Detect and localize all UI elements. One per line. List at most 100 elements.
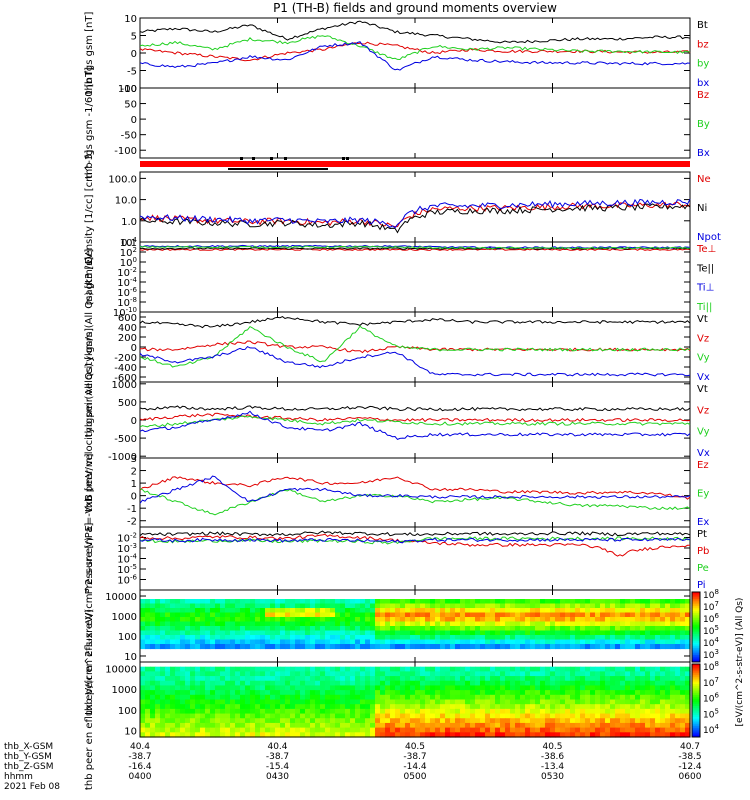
peir_velocity-ytick-label: 0 [131, 343, 137, 354]
peer_spectrogram-ytick-label: 1000 [112, 685, 137, 696]
peer_spectrogram-cell [335, 718, 341, 724]
peir_spectrogram-cell [500, 635, 506, 641]
peer_spectrogram-cell [320, 694, 326, 701]
peir_spectrogram-cell [680, 612, 686, 618]
peer_spectrogram-cell [140, 713, 146, 719]
peir_spectrogram-cell [275, 630, 281, 636]
peir_spectrogram-cell [595, 612, 601, 618]
peir_spectrogram-cell [565, 644, 571, 650]
peer_spectrogram-cell [520, 718, 526, 724]
peir_spectrogram-cell [150, 608, 156, 614]
ephemeris-cell: -13.4 [541, 762, 565, 772]
peir_spectrogram-cell [625, 612, 631, 618]
peer_spectrogram-cell [300, 727, 306, 733]
peir_spectrogram-cell [315, 612, 321, 618]
peir_spectrogram-cell [440, 639, 446, 645]
peer_spectrogram-cell [260, 699, 266, 705]
peir_spectrogram-cell [605, 644, 611, 650]
peer_spectrogram-cell [225, 732, 231, 738]
peer-colorbar-cell [692, 729, 700, 733]
peir_spectrogram-cell [545, 599, 551, 605]
peer_spectrogram-cell [605, 676, 611, 682]
peer_spectrogram-cell [685, 676, 691, 682]
peer_spectrogram-cell [300, 685, 306, 691]
peir_spectrogram-cell [505, 644, 511, 650]
peir_spectrogram-cell [590, 599, 596, 605]
peir_spectrogram-cell [670, 626, 676, 632]
peir_spectrogram-cell [175, 612, 181, 618]
peer_spectrogram-cell [605, 694, 611, 701]
peer_spectrogram-cell [515, 676, 521, 682]
peer_spectrogram-cell [350, 671, 356, 677]
peir_spectrogram-cell [165, 621, 171, 627]
peir_spectrogram-cell [350, 603, 356, 609]
peer_spectrogram-cell [530, 666, 536, 672]
peir_spectrogram-cell [650, 626, 656, 632]
peer_spectrogram-cell [495, 694, 501, 701]
peir_spectrogram-cell [545, 644, 551, 650]
peer_spectrogram-cell [335, 732, 341, 738]
peer_spectrogram-cell [260, 704, 266, 710]
peir_spectrogram-cell [225, 617, 231, 623]
peer_spectrogram-cell [265, 713, 271, 719]
peir_spectrogram-cell [620, 644, 626, 650]
peir_spectrogram-cell [415, 630, 421, 636]
peer_spectrogram-cell [435, 708, 441, 715]
peer_spectrogram-cell [655, 676, 661, 682]
peir_spectrogram-cell [470, 630, 476, 636]
peer_spectrogram-cell [410, 732, 416, 738]
peir_spectrogram-cell [145, 599, 151, 605]
peir_spectrogram-cell [620, 621, 626, 627]
peer_spectrogram-cell [225, 727, 231, 733]
peer_spectrogram-cell [550, 704, 556, 710]
peer_spectrogram-cell [675, 690, 681, 696]
peir_spectrogram-cell [145, 612, 151, 618]
peer_spectrogram-cell [470, 732, 476, 738]
peer_spectrogram-cell [205, 680, 211, 687]
peir_spectrogram-cell [195, 635, 201, 641]
peer_spectrogram-cell [670, 732, 676, 738]
peer_spectrogram-cell [595, 694, 601, 701]
peer_spectrogram-cell [665, 704, 671, 710]
peer_spectrogram-cell [645, 685, 651, 691]
peir_spectrogram-cell [350, 621, 356, 627]
peir_spectrogram-cell [445, 630, 451, 636]
peir_spectrogram-cell [480, 603, 486, 609]
peer_spectrogram-cell [675, 676, 681, 682]
peir_spectrogram-cell [195, 630, 201, 636]
peir_spectrogram-cell [265, 635, 271, 641]
peir_spectrogram-cell [495, 608, 501, 614]
peer_spectrogram-cell [680, 685, 686, 691]
peir_spectrogram-cell [635, 621, 641, 627]
peir_spectrogram-cell [325, 603, 331, 609]
peir_spectrogram-cell [650, 617, 656, 623]
peir_spectrogram-cell [150, 644, 156, 650]
peir_spectrogram-cell [280, 608, 286, 614]
peir_spectrogram-cell [180, 621, 186, 627]
peer_spectrogram-cell [205, 713, 211, 719]
peer_spectrogram-cell [675, 732, 681, 738]
peer_spectrogram-cell [395, 680, 401, 687]
peir_spectrogram-cell [645, 630, 651, 636]
peer_spectrogram-cell [520, 671, 526, 677]
peer_spectrogram-cell [535, 680, 541, 687]
peer_spectrogram-cell [230, 722, 236, 729]
peir_spectrogram-cell [410, 621, 416, 627]
peer_spectrogram-cell [340, 704, 346, 710]
peir_spectrogram-cell [450, 608, 456, 614]
peer_spectrogram-cell [260, 680, 266, 687]
peir_spectrogram-cell [140, 612, 146, 618]
peir_spectrogram-cell [245, 603, 251, 609]
peer_spectrogram-cell [670, 722, 676, 729]
peir_spectrogram-cell [435, 639, 441, 645]
peer_spectrogram-cell [415, 732, 421, 738]
peir_spectrogram-cell [580, 626, 586, 632]
peir_spectrogram-cell [360, 635, 366, 641]
peer_spectrogram-cell [240, 708, 246, 715]
peer_spectrogram-cell [230, 718, 236, 724]
peer_spectrogram-cell [460, 708, 466, 715]
peer_spectrogram-cell [645, 666, 651, 672]
peir_spectrogram-cell [275, 644, 281, 650]
peir_spectrogram-cell [260, 617, 266, 623]
peer_spectrogram-cell [370, 708, 376, 715]
